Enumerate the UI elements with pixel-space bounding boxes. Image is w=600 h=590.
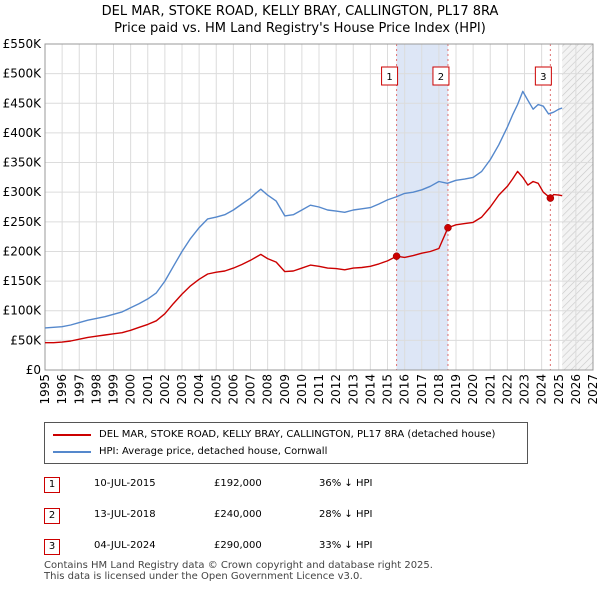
sale-label-text: 1	[386, 72, 392, 83]
x-tick-label: 2023	[518, 374, 532, 405]
x-tick-label: 2022	[500, 374, 514, 405]
sale-row: 3 04-JUL-2024 £290,000 33% ↓ HPI	[44, 538, 504, 569]
sale-badge: 1	[44, 477, 60, 493]
x-tick-label: 2019	[449, 374, 463, 405]
legend: DEL MAR, STOKE ROAD, KELLY BRAY, CALLING…	[44, 422, 528, 464]
sale-price: £290,000	[214, 540, 262, 551]
sale-badge: 3	[44, 539, 60, 555]
x-tick-label: 2026	[569, 374, 583, 405]
sale-date: 04-JUL-2024	[94, 540, 156, 551]
y-tick-label: £550K	[3, 37, 43, 51]
sale-label-box	[534, 66, 552, 86]
x-tick-label: 2020	[466, 374, 480, 405]
x-tick-label: 2007	[244, 374, 258, 405]
footer-line-1: Contains HM Land Registry data © Crown c…	[44, 560, 433, 571]
x-tick-label: 2018	[432, 374, 446, 405]
x-tick-label: 2009	[278, 374, 292, 405]
legend-swatch-property	[53, 434, 91, 436]
sale-hpi-diff: 28% ↓ HPI	[319, 509, 373, 520]
y-tick-label: £450K	[3, 96, 43, 110]
footer-line-2: This data is licensed under the Open Gov…	[44, 571, 363, 582]
x-tick-label: 2027	[586, 374, 600, 405]
sale-price: £240,000	[214, 509, 262, 520]
sale-date: 10-JUL-2015	[94, 478, 156, 489]
x-tick-label: 2013	[346, 374, 360, 405]
plot-border	[44, 43, 594, 371]
legend-swatch-hpi	[53, 451, 91, 453]
x-tick-label: 2015	[381, 374, 395, 405]
y-tick-label: £400K	[3, 126, 43, 140]
x-tick-label: 2025	[552, 374, 566, 405]
chart-title: DEL MAR, STOKE ROAD, KELLY BRAY, CALLING…	[101, 4, 499, 19]
x-tick-label: 2004	[192, 374, 206, 405]
chart-subtitle: Price paid vs. HM Land Registry's House …	[114, 21, 486, 36]
x-tick-label: 2001	[141, 374, 155, 405]
sale-point	[444, 223, 452, 232]
legend-label-hpi: HPI: Average price, detached house, Corn…	[99, 446, 328, 457]
sale-hpi-diff: 33% ↓ HPI	[319, 540, 373, 551]
x-tick-label: 2014	[363, 374, 377, 405]
sale-label-text: 3	[540, 72, 546, 83]
x-tick-label: 2006	[226, 374, 240, 405]
x-tick-label: 2012	[329, 374, 343, 405]
sales-table: 1 10-JUL-2015 £192,000 36% ↓ HPI 2 13-JU…	[44, 476, 504, 569]
x-tick-label: 2005	[209, 374, 223, 405]
sale-hpi-diff: 36% ↓ HPI	[319, 478, 373, 489]
x-tick-label: 2002	[158, 374, 172, 405]
y-tick-label: £300K	[3, 185, 43, 199]
y-tick-label: £200K	[3, 244, 43, 258]
sale-point	[546, 194, 555, 202]
y-tick-label: £150K	[3, 274, 43, 288]
forecast-hatch	[562, 44, 593, 370]
x-tick-label: 1999	[107, 374, 121, 405]
x-tick-label: 2016	[398, 374, 412, 405]
y-tick-label: £350K	[3, 156, 43, 170]
x-tick-label: 2003	[175, 374, 189, 405]
x-tick-label: 2017	[415, 374, 429, 405]
sale-price: £192,000	[214, 478, 262, 489]
y-tick-label: £100K	[3, 304, 43, 318]
y-tick-label: £50K	[10, 333, 42, 347]
x-tick-label: 1996	[55, 374, 69, 405]
hpi-series-line	[44, 90, 563, 329]
y-tick-label: £0	[26, 363, 41, 377]
sale-label-box	[432, 66, 450, 86]
sale-label-text: 2	[438, 72, 444, 83]
highlight-band	[396, 44, 448, 370]
x-tick-label: 1997	[72, 374, 86, 405]
sale-label-box	[381, 66, 399, 86]
x-tick-label: 2024	[535, 374, 549, 405]
x-tick-label: 1998	[89, 374, 103, 405]
price-chart: 1 2 3 £0 £50K £100K £150K £200K £250K £300K £350K £…	[3, 37, 600, 405]
y-tick-label: £500K	[3, 67, 43, 81]
x-tick-label: 2000	[124, 374, 138, 405]
sale-row: 1 10-JUL-2015 £192,000 36% ↓ HPI	[44, 476, 504, 507]
property-series-line	[45, 170, 563, 344]
x-tick-label: 2008	[261, 374, 275, 405]
y-tick-label: £250K	[3, 215, 43, 229]
sale-badge: 2	[44, 508, 60, 524]
footer: Contains HM Land Registry data © Crown c…	[44, 560, 433, 582]
x-tick-label: 2011	[312, 374, 326, 405]
sale-point	[392, 252, 401, 260]
x-tick-label: 2021	[483, 374, 497, 405]
sale-date: 13-JUL-2018	[94, 509, 156, 520]
legend-label-property: DEL MAR, STOKE ROAD, KELLY BRAY, CALLING…	[99, 429, 496, 440]
x-tick-label: 1995	[38, 374, 52, 405]
x-tick-label: 2010	[295, 374, 309, 405]
sale-row: 2 13-JUL-2018 £240,000 28% ↓ HPI	[44, 507, 504, 538]
